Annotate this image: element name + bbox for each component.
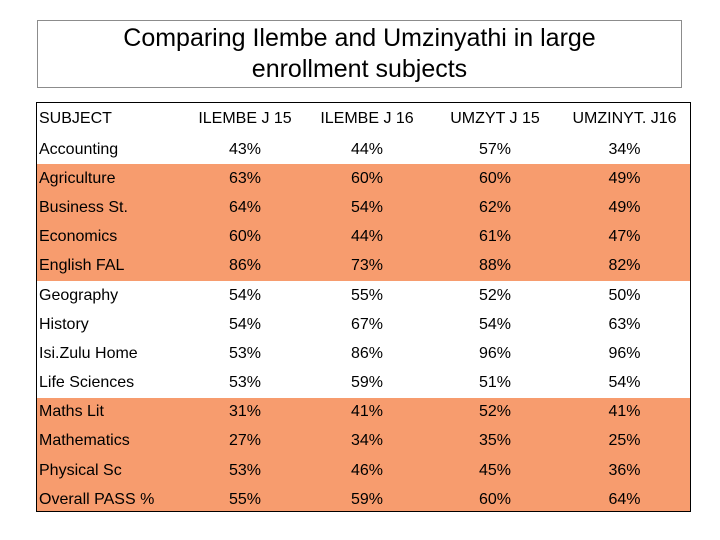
column-header-subject: SUBJECT	[37, 103, 187, 135]
umzyt-j15-cell: 62%	[431, 193, 559, 223]
ilembe-j16-cell: 41%	[303, 397, 431, 427]
umzinyt-j16-cell: 41%	[559, 397, 690, 427]
umzinyt-j16-cell: 82%	[559, 251, 690, 281]
umzyt-j15-cell: 60%	[431, 164, 559, 194]
table-row: Agriculture 63% 60% 60% 49%	[37, 164, 690, 194]
column-header-umzyt-j15: UMZYT J 15	[431, 103, 559, 135]
ilembe-j15-cell: 86%	[187, 251, 303, 281]
subject-cell: Isi.Zulu Home	[37, 339, 187, 369]
subject-cell: Economics	[37, 222, 187, 252]
page-title-line-1: Comparing Ilembe and Umzinyathi in large	[123, 24, 596, 52]
table-row: Overall PASS % 55% 59% 60% 64%	[37, 485, 690, 511]
subject-cell: Maths Lit	[37, 397, 187, 427]
subject-cell: History	[37, 310, 187, 340]
ilembe-j15-cell: 27%	[187, 426, 303, 457]
column-header-ilembe-j16: ILEMBE J 16	[303, 103, 431, 135]
ilembe-j16-cell: 59%	[303, 368, 431, 398]
umzyt-j15-cell: 96%	[431, 339, 559, 369]
umzyt-j15-cell: 52%	[431, 397, 559, 427]
ilembe-j15-cell: 53%	[187, 456, 303, 486]
umzyt-j15-cell: 52%	[431, 280, 559, 311]
umzinyt-j16-cell: 34%	[559, 135, 690, 165]
table-row: History 54% 67% 54% 63%	[37, 310, 690, 340]
umzinyt-j16-cell: 25%	[559, 426, 690, 457]
subject-cell: English FAL	[37, 251, 187, 281]
umzinyt-j16-cell: 96%	[559, 339, 690, 369]
ilembe-j16-cell: 73%	[303, 251, 431, 281]
table-row: Maths Lit 31% 41% 52% 41%	[37, 397, 690, 427]
column-header-umzinyt-j16: UMZINYT. J16	[559, 103, 690, 135]
ilembe-j16-cell: 60%	[303, 164, 431, 194]
table-row: Mathematics 27% 34% 35% 25%	[37, 426, 690, 457]
ilembe-j15-cell: 54%	[187, 310, 303, 340]
page-title-line-2: enrollment subjects	[251, 55, 468, 83]
table-body: Accounting 43% 44% 57% 34% Agriculture 63% 60% 6…	[37, 135, 690, 511]
ilembe-j16-cell: 34%	[303, 426, 431, 457]
subject-cell: Mathematics	[37, 426, 187, 457]
umzinyt-j16-cell: 50%	[559, 280, 690, 311]
ilembe-j16-cell: 46%	[303, 456, 431, 486]
umzinyt-j16-cell: 54%	[559, 368, 690, 398]
umzyt-j15-cell: 57%	[431, 135, 559, 165]
table-row: Accounting 43% 44% 57% 34%	[37, 135, 690, 165]
ilembe-j16-cell: 59%	[303, 485, 431, 511]
ilembe-j15-cell: 63%	[187, 164, 303, 194]
ilembe-j16-cell: 44%	[303, 135, 431, 165]
subject-cell: Overall PASS %	[37, 485, 187, 511]
ilembe-j16-cell: 55%	[303, 280, 431, 311]
umzyt-j15-cell: 60%	[431, 485, 559, 511]
umzinyt-j16-cell: 63%	[559, 310, 690, 340]
table-row: Life Sciences 53% 59% 51% 54%	[37, 368, 690, 398]
umzyt-j15-cell: 35%	[431, 426, 559, 457]
table-row: Business St. 64% 54% 62% 49%	[37, 193, 690, 223]
umzyt-j15-cell: 88%	[431, 251, 559, 281]
table-row: Geography 54% 55% 52% 50%	[37, 280, 690, 311]
ilembe-j15-cell: 54%	[187, 280, 303, 311]
ilembe-j15-cell: 55%	[187, 485, 303, 511]
subject-cell: Agriculture	[37, 164, 187, 194]
umzyt-j15-cell: 51%	[431, 368, 559, 398]
subject-cell: Physical Sc	[37, 456, 187, 486]
title-box: Comparing Ilembe and Umzinyathi in large…	[37, 20, 682, 88]
ilembe-j16-cell: 86%	[303, 339, 431, 369]
table-header-row: SUBJECT ILEMBE J 15 ILEMBE J 16 UMZYT J …	[37, 103, 690, 135]
ilembe-j15-cell: 53%	[187, 368, 303, 398]
umzinyt-j16-cell: 49%	[559, 193, 690, 223]
table-row: Economics 60% 44% 61% 47%	[37, 222, 690, 252]
ilembe-j15-cell: 53%	[187, 339, 303, 369]
umzyt-j15-cell: 61%	[431, 222, 559, 252]
umzinyt-j16-cell: 49%	[559, 164, 690, 194]
umzinyt-j16-cell: 47%	[559, 222, 690, 252]
ilembe-j15-cell: 60%	[187, 222, 303, 252]
umzinyt-j16-cell: 36%	[559, 456, 690, 486]
ilembe-j15-cell: 43%	[187, 135, 303, 165]
results-table-container: SUBJECT ILEMBE J 15 ILEMBE J 16 UMZYT J …	[36, 102, 691, 512]
subject-cell: Accounting	[37, 135, 187, 165]
umzyt-j15-cell: 45%	[431, 456, 559, 486]
ilembe-j16-cell: 67%	[303, 310, 431, 340]
umzyt-j15-cell: 54%	[431, 310, 559, 340]
table-row: Isi.Zulu Home 53% 86% 96% 96%	[37, 339, 690, 369]
umzinyt-j16-cell: 64%	[559, 485, 690, 511]
ilembe-j16-cell: 54%	[303, 193, 431, 223]
table-row: English FAL 86% 73% 88% 82%	[37, 251, 690, 281]
subject-cell: Business St.	[37, 193, 187, 223]
table-row: Physical Sc 53% 46% 45% 36%	[37, 456, 690, 486]
results-table: SUBJECT ILEMBE J 15 ILEMBE J 16 UMZYT J …	[37, 103, 690, 511]
ilembe-j15-cell: 31%	[187, 397, 303, 427]
column-header-ilembe-j15: ILEMBE J 15	[187, 103, 303, 135]
ilembe-j15-cell: 64%	[187, 193, 303, 223]
ilembe-j16-cell: 44%	[303, 222, 431, 252]
subject-cell: Geography	[37, 280, 187, 311]
subject-cell: Life Sciences	[37, 368, 187, 398]
